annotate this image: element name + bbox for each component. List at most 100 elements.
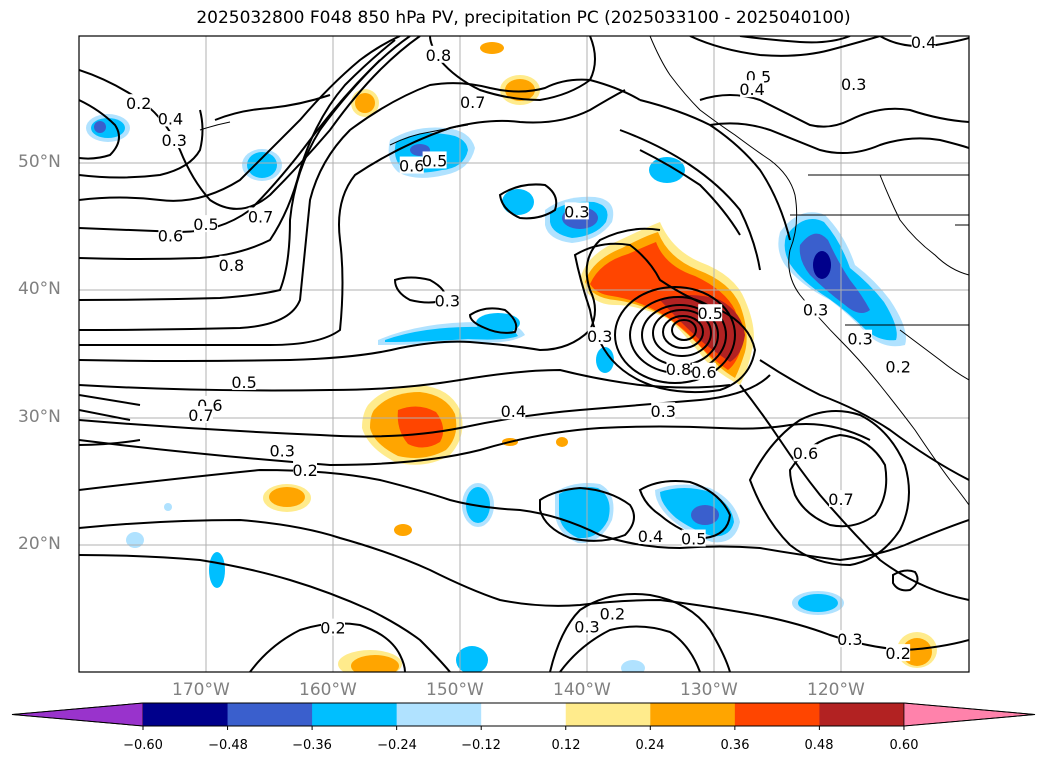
lon-label-140w: 140°W [553,680,611,700]
contour-label-bg [158,226,183,244]
lon-label-170w: 170°W [172,680,230,700]
colorbar-swatch [565,703,651,726]
contour-label-bg [638,526,663,544]
contour-label-bg [162,131,187,149]
contour-labels: 0.5 0.4 0.3 0.4 0.2 0.4 0.3 0.8 0.7 0.6 0.5 0.3 0.5 0… [126,33,936,663]
contour-label: 0.7 [188,406,213,425]
colorbar [11,702,1036,730]
contour-label: 0.3 [587,327,612,346]
contour-label: 0.7 [248,207,273,226]
contour-label-bg [188,406,213,424]
contour-label-bg [886,357,911,375]
contour-label-bg [426,45,451,63]
colorbar-tick: 0.48 [804,738,834,753]
contour-label: 0.5 [681,530,706,549]
colorbar-tick: −0.36 [292,738,332,753]
map-frame [78,35,970,673]
colorbar-extend-min [11,702,144,727]
contour-label-bg [651,402,676,420]
contour-label-bg [564,202,589,220]
contour-label-bg [837,630,862,648]
contour-label: 0.3 [841,75,866,94]
contour-label: 0.4 [911,33,936,52]
lat-label-20n: 20°N [18,534,61,554]
contour-label: 0.3 [803,300,828,319]
contour-label: 0.6 [793,444,818,463]
contour-label: 0.4 [501,402,526,421]
colorbar-swatch [396,703,482,726]
contour-label-bg [232,372,257,390]
contour-label-bg [435,291,460,309]
contour-label: 0.5 [231,373,256,392]
contour-label: 0.7 [460,93,485,112]
colorbar-extend-max [903,702,1036,727]
colorbar-tick: −0.60 [123,738,163,753]
contour-label: 0.4 [158,109,183,128]
contour-label-bg [270,441,295,459]
contour-label-bg [681,529,706,547]
colorbar-tick: −0.24 [377,738,417,753]
lat-label-50n: 50°N [18,152,61,172]
colorbar-swatch [143,703,229,726]
colorbar-swatch [819,703,905,726]
contour-label: 0.5 [193,215,218,234]
contour-label-bg [691,362,716,380]
contour-label: 0.3 [162,131,187,150]
colorbar-tick: 0.36 [720,738,750,753]
colorbar-swatch [481,703,567,726]
contour-label: 0.2 [292,461,317,480]
contour-label-bg [911,33,936,51]
contour-label-bg [886,644,911,662]
contour-label-bg [793,444,818,462]
contour-label-bg [829,490,853,508]
colorbar-swatch [312,703,398,726]
contour-label-bg [194,215,218,233]
colorbar-swatch [650,703,736,726]
contour-label-bg [460,92,485,110]
contour-label: 0.3 [837,630,862,649]
contour-label-bg [321,618,345,636]
contour-label: 0.2 [600,605,625,624]
contour-label: 0.3 [847,330,872,349]
contour-label: 0.2 [320,619,345,638]
contour-label-bg [126,94,151,112]
contour-label-bg [841,75,866,93]
colorbar-swatch [227,703,313,726]
contour-label: 0.4 [638,527,663,546]
contour-label-bg [219,255,244,273]
precip-shading [86,42,937,672]
contour-label: 0.6 [691,363,716,382]
contour-label-bg [399,156,424,174]
lon-label-120w: 120°W [807,680,865,700]
colorbar-tick: 0.60 [889,738,919,753]
contour-label: 0.3 [564,202,589,221]
contour-label: 0.5 [697,304,722,323]
contour-label: 0.4 [739,80,764,99]
contour-label: 0.3 [574,617,599,636]
contour-label-bg [293,460,318,478]
contour-label-bg [698,304,723,322]
lat-label-40n: 40°N [18,279,61,299]
contour-label: 0.7 [828,490,853,509]
contour-label: 0.6 [158,227,183,246]
colorbar-tick: −0.48 [208,738,248,753]
colorbar-swatch [734,703,820,726]
contour-label-bg [575,617,599,635]
contour-label: 0.3 [650,402,675,421]
contour-label-bg [587,327,612,345]
colorbar-tick: 0.12 [551,738,581,753]
contour-label: 0.2 [885,358,910,377]
contour-label: 0.3 [269,442,294,461]
map-title: 2025032800 F048 850 hPa PV, precipitatio… [196,8,851,28]
contour-label: 0.2 [885,644,910,663]
colorbar-tick: −0.12 [461,738,501,753]
contour-label-bg [600,604,625,622]
contour-label-bg [248,207,273,225]
contour-label-bg [422,151,447,169]
lat-label-30n: 30°N [18,407,61,427]
contour-label: 0.5 [422,151,447,170]
contour-label-bg [848,329,873,347]
contour-label: 0.8 [666,360,691,379]
contour-label-bg [501,402,526,420]
